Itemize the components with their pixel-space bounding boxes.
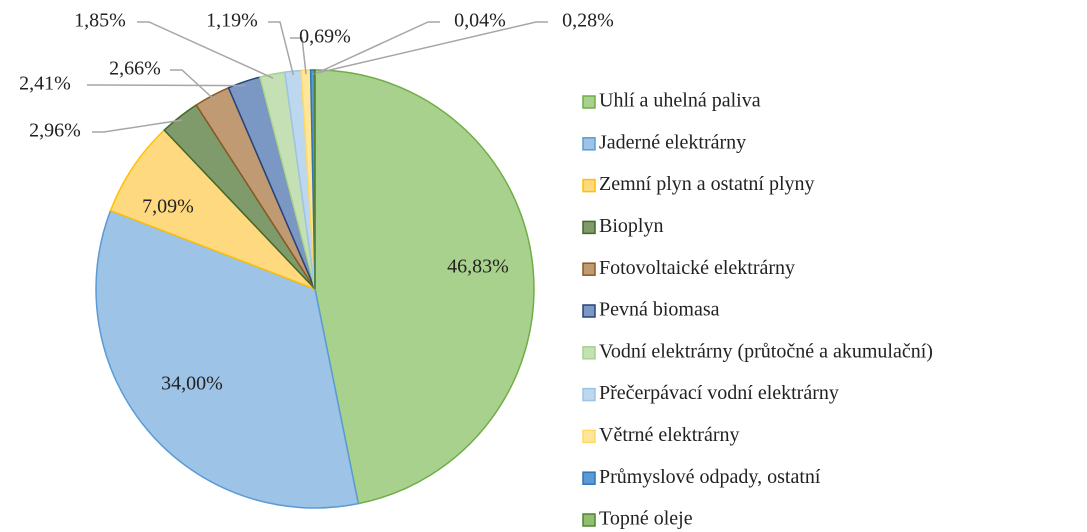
leader-line — [92, 119, 183, 133]
legend-swatch — [582, 178, 596, 193]
leader-line — [312, 21, 548, 75]
legend-swatch — [582, 262, 596, 276]
data-label: 46,83% — [447, 256, 509, 278]
legend-swatch — [582, 387, 596, 402]
legend-swatch — [582, 220, 596, 235]
data-label: 1,85% — [74, 10, 126, 32]
leader-line — [137, 21, 274, 79]
legend-swatch — [582, 137, 596, 151]
leader-line — [170, 69, 215, 100]
legend-label: Pevná biomasa — [599, 299, 720, 321]
data-label: 7,09% — [142, 196, 194, 218]
legend-label: Průmyslové odpady, ostatní — [599, 466, 821, 488]
legend-swatch — [582, 429, 596, 444]
legend-label: Uhlí a uhelná paliva — [599, 90, 761, 112]
data-label: 1,19% — [206, 10, 258, 32]
data-label: 2,41% — [19, 73, 71, 95]
pie-slice — [313, 69, 316, 290]
data-label: 0,04% — [454, 10, 506, 32]
data-label: 34,00% — [161, 373, 223, 395]
legend-swatch — [582, 513, 596, 527]
data-label: 0,28% — [562, 10, 614, 32]
leader-line — [314, 21, 440, 75]
leader-line — [268, 21, 295, 76]
leader-line — [87, 84, 246, 87]
leader-line — [290, 37, 307, 75]
legend-label: Zemní plyn a ostatní plyny — [599, 173, 815, 195]
legend-swatch — [582, 471, 596, 485]
legend-swatch — [582, 346, 596, 360]
data-label: 0,69% — [299, 26, 351, 48]
legend-label: Topné oleje — [599, 508, 693, 530]
legend-label: Přečerpávací vodní elektrárny — [599, 382, 839, 404]
legend-swatch — [582, 304, 596, 318]
pie-slice — [95, 209, 360, 509]
legend-label: Větrné elektrárny — [599, 424, 739, 446]
pie-slice — [314, 69, 535, 505]
data-label: 2,66% — [109, 58, 161, 80]
legend-label: Fotovoltaické elektrárny — [599, 257, 795, 279]
data-label: 2,96% — [29, 120, 81, 142]
legend-label: Bioplyn — [599, 215, 663, 237]
legend-swatch — [582, 95, 596, 109]
legend-label: Jaderné elektrárny — [599, 131, 746, 153]
legend-label: Vodní elektrárny (průtočné a akumulační) — [599, 340, 933, 362]
